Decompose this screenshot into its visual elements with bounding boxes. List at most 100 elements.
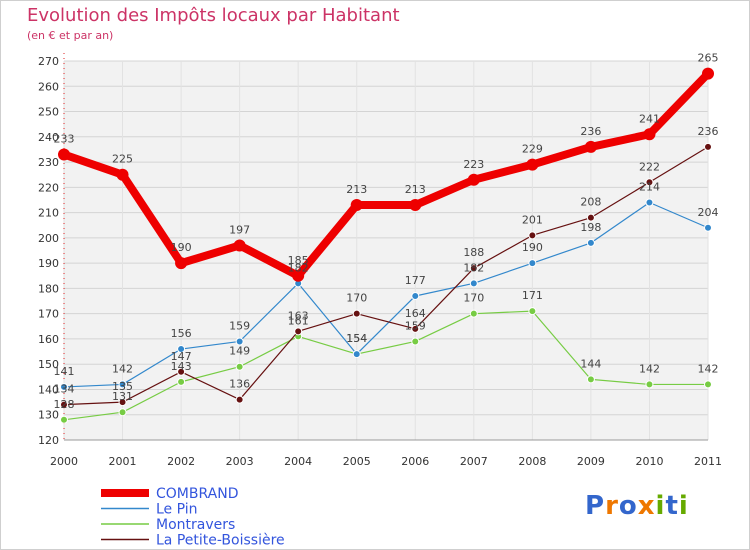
x-tick-label: 2000 bbox=[50, 455, 78, 468]
series-point-0 bbox=[116, 168, 129, 181]
data-label: 236 bbox=[580, 125, 601, 138]
y-tick-label: 240 bbox=[38, 131, 59, 144]
data-label: 149 bbox=[229, 345, 250, 358]
series-point-1 bbox=[411, 291, 420, 300]
series-point-0 bbox=[233, 239, 246, 252]
data-label: 142 bbox=[698, 362, 719, 375]
legend-label: Le Pin bbox=[156, 502, 198, 518]
series-point-1 bbox=[704, 223, 712, 232]
y-tick-label: 210 bbox=[38, 207, 59, 220]
series-point-2 bbox=[586, 375, 595, 384]
series-point-0 bbox=[175, 257, 188, 270]
series-point-0 bbox=[350, 199, 363, 212]
y-tick-label: 220 bbox=[38, 181, 59, 194]
logo-letter: i bbox=[678, 491, 689, 521]
data-label: 208 bbox=[580, 196, 601, 209]
data-label: 177 bbox=[405, 274, 426, 287]
data-label: 159 bbox=[229, 319, 250, 332]
y-tick-label: 130 bbox=[38, 409, 59, 422]
series-point-2 bbox=[704, 380, 712, 389]
data-label: 156 bbox=[171, 327, 192, 340]
series-point-3 bbox=[528, 231, 537, 240]
series-point-0 bbox=[292, 269, 305, 282]
data-label: 182 bbox=[463, 261, 484, 274]
series-point-3 bbox=[352, 309, 361, 318]
series-point-2 bbox=[469, 309, 478, 318]
series-line-1 bbox=[63, 201, 709, 388]
x-tick-label: 2008 bbox=[518, 455, 546, 468]
data-label: 197 bbox=[229, 223, 250, 236]
logo-letter: r bbox=[605, 491, 619, 521]
series-point-1 bbox=[586, 238, 595, 247]
data-label: 190 bbox=[522, 241, 543, 254]
series-point-1 bbox=[118, 380, 127, 389]
proxiti-logo: Proxiti bbox=[585, 491, 689, 521]
data-label: 185 bbox=[288, 254, 309, 267]
data-label: 154 bbox=[346, 332, 367, 345]
logo-letter: i bbox=[655, 491, 666, 521]
series-point-1 bbox=[177, 345, 186, 354]
x-tick-label: 2006 bbox=[401, 455, 429, 468]
series-point-0 bbox=[467, 173, 480, 186]
logo-letter: o bbox=[618, 491, 638, 521]
data-label: 182 bbox=[288, 261, 309, 274]
data-label: 128 bbox=[54, 398, 75, 411]
y-tick-label: 140 bbox=[38, 383, 59, 396]
data-label: 241 bbox=[639, 112, 660, 125]
data-label: 198 bbox=[580, 221, 601, 234]
series-point-1 bbox=[645, 198, 654, 207]
series-point-3 bbox=[60, 400, 68, 409]
x-tick-label: 2002 bbox=[167, 455, 195, 468]
series-point-2 bbox=[118, 408, 127, 417]
series-point-3 bbox=[586, 213, 595, 222]
data-label: 170 bbox=[463, 292, 484, 305]
series-point-0 bbox=[702, 67, 714, 80]
series-point-0 bbox=[409, 199, 422, 212]
data-label: 131 bbox=[112, 390, 133, 403]
x-tick-label: 2009 bbox=[577, 455, 605, 468]
series-point-0 bbox=[643, 128, 656, 141]
series-point-1 bbox=[528, 259, 537, 268]
series-point-2 bbox=[528, 307, 537, 316]
data-label: 134 bbox=[54, 383, 75, 396]
y-tick-label: 160 bbox=[38, 333, 59, 346]
y-tick-label: 230 bbox=[38, 156, 59, 169]
data-label: 204 bbox=[698, 206, 719, 219]
series-point-3 bbox=[118, 398, 127, 407]
legend-label: La Petite-Boissière bbox=[156, 533, 285, 549]
y-tick-label: 260 bbox=[38, 80, 59, 93]
chart-title: Evolution des Impôts locaux par Habitant bbox=[27, 5, 400, 26]
logo-letter: P bbox=[585, 491, 606, 521]
series-line-0 bbox=[60, 69, 712, 280]
data-label: 213 bbox=[346, 183, 367, 196]
data-label: 142 bbox=[639, 362, 660, 375]
x-tick-label: 2007 bbox=[460, 455, 488, 468]
data-label: 171 bbox=[522, 289, 543, 302]
y-tick-label: 270 bbox=[38, 55, 59, 68]
series-point-2 bbox=[235, 362, 244, 371]
data-label: 223 bbox=[463, 158, 484, 171]
data-label: 163 bbox=[288, 309, 309, 322]
series-point-3 bbox=[469, 264, 478, 273]
data-label: 213 bbox=[405, 183, 426, 196]
series-point-2 bbox=[60, 415, 68, 424]
data-label: 201 bbox=[522, 213, 543, 226]
series-point-3 bbox=[411, 324, 420, 333]
x-tick-label: 2001 bbox=[109, 455, 137, 468]
series-point-0 bbox=[526, 158, 539, 171]
series-point-1 bbox=[60, 382, 68, 391]
data-label: 143 bbox=[171, 360, 192, 373]
plot-area bbox=[64, 61, 708, 440]
data-label: 136 bbox=[229, 378, 250, 391]
series-point-0 bbox=[584, 140, 597, 153]
y-tick-label: 200 bbox=[38, 232, 59, 245]
series-line-2 bbox=[63, 310, 709, 421]
data-label: 225 bbox=[112, 153, 133, 166]
data-label: 142 bbox=[112, 362, 133, 375]
data-label: 154 bbox=[346, 332, 367, 345]
series-point-3 bbox=[704, 142, 712, 151]
series-point-2 bbox=[177, 377, 186, 386]
y-tick-label: 250 bbox=[38, 106, 59, 119]
legend-label: Montravers bbox=[156, 517, 235, 533]
